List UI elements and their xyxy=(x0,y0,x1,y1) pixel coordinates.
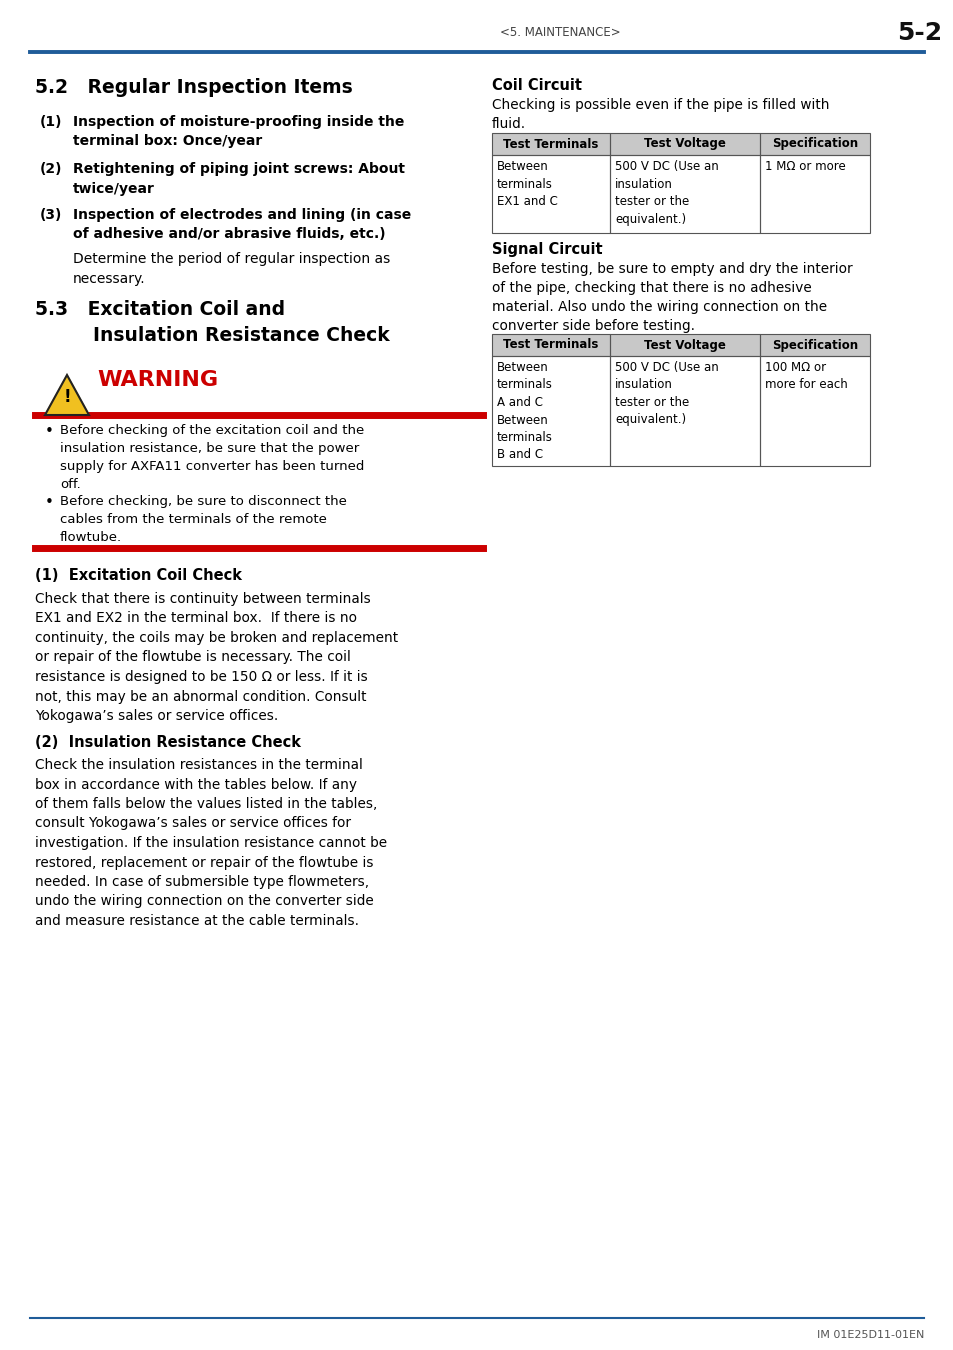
Text: WARNING: WARNING xyxy=(97,370,218,390)
Text: Inspection of moisture-proofing inside the
terminal box: Once/year: Inspection of moisture-proofing inside t… xyxy=(73,115,404,148)
Text: •: • xyxy=(45,424,53,439)
Bar xyxy=(609,356,760,466)
Text: Between
terminals
A and C
Between
terminals
B and C: Between terminals A and C Between termin… xyxy=(497,360,553,462)
Bar xyxy=(492,333,609,356)
Bar xyxy=(760,333,869,356)
Bar xyxy=(760,134,869,155)
Bar xyxy=(609,333,760,356)
Text: Determine the period of regular inspection as
necessary.: Determine the period of regular inspecti… xyxy=(73,252,390,285)
Text: !: ! xyxy=(63,387,71,406)
Text: 5.2   Regular Inspection Items: 5.2 Regular Inspection Items xyxy=(35,78,353,97)
Text: Specification: Specification xyxy=(771,339,857,351)
Text: Signal Circuit: Signal Circuit xyxy=(492,242,602,256)
Text: Before testing, be sure to empty and dry the interior
of the pipe, checking that: Before testing, be sure to empty and dry… xyxy=(492,262,852,333)
Text: Before checking, be sure to disconnect the
cables from the terminals of the remo: Before checking, be sure to disconnect t… xyxy=(60,495,347,544)
Text: Specification: Specification xyxy=(771,138,857,150)
Text: Coil Circuit: Coil Circuit xyxy=(492,78,581,93)
Bar xyxy=(492,356,609,466)
Text: Checking is possible even if the pipe is filled with
fluid.: Checking is possible even if the pipe is… xyxy=(492,99,828,131)
Text: Inspection of electrodes and lining (in case
of adhesive and/or abrasive fluids,: Inspection of electrodes and lining (in … xyxy=(73,208,411,242)
Text: (1)  Excitation Coil Check: (1) Excitation Coil Check xyxy=(35,568,242,583)
Text: Test Terminals: Test Terminals xyxy=(503,339,598,351)
Text: Check that there is continuity between terminals
EX1 and EX2 in the terminal box: Check that there is continuity between t… xyxy=(35,593,397,724)
Bar xyxy=(609,333,760,356)
Text: 1 MΩ or more: 1 MΩ or more xyxy=(764,161,845,173)
Text: Retightening of piping joint screws: About
twice/year: Retightening of piping joint screws: Abo… xyxy=(73,162,405,196)
Bar xyxy=(609,155,760,234)
Text: (1): (1) xyxy=(40,115,63,130)
Bar xyxy=(609,155,760,234)
Bar xyxy=(760,134,869,155)
Bar xyxy=(492,155,609,234)
Text: (3): (3) xyxy=(40,208,62,221)
Text: IM 01E25D11-01EN: IM 01E25D11-01EN xyxy=(816,1330,923,1341)
Text: 500 V DC (Use an
insulation
tester or the
equivalent.): 500 V DC (Use an insulation tester or th… xyxy=(615,360,718,427)
Bar xyxy=(609,134,760,155)
Bar xyxy=(609,134,760,155)
Bar xyxy=(492,333,609,356)
Polygon shape xyxy=(45,375,89,414)
Bar xyxy=(609,356,760,466)
Text: Test Voltage: Test Voltage xyxy=(643,138,725,150)
Bar xyxy=(760,155,869,234)
Bar xyxy=(492,134,609,155)
Bar xyxy=(760,356,869,466)
Text: Between
terminals
EX1 and C: Between terminals EX1 and C xyxy=(497,161,558,208)
Text: 100 MΩ or
more for each: 100 MΩ or more for each xyxy=(764,360,847,392)
Bar xyxy=(492,155,609,234)
Text: 5.3   Excitation Coil and: 5.3 Excitation Coil and xyxy=(35,300,285,319)
Text: 5-2: 5-2 xyxy=(897,22,942,45)
Text: Test Terminals: Test Terminals xyxy=(503,138,598,150)
Bar xyxy=(760,356,869,466)
Bar xyxy=(492,356,609,466)
Text: Check the insulation resistances in the terminal
box in accordance with the tabl: Check the insulation resistances in the … xyxy=(35,757,387,927)
Text: Insulation Resistance Check: Insulation Resistance Check xyxy=(92,325,390,346)
Bar xyxy=(760,333,869,356)
Text: (2): (2) xyxy=(40,162,63,176)
Text: Before checking of the excitation coil and the
insulation resistance, be sure th: Before checking of the excitation coil a… xyxy=(60,424,364,491)
Bar xyxy=(760,155,869,234)
Text: <5. MAINTENANCE>: <5. MAINTENANCE> xyxy=(499,27,619,39)
Text: Test Voltage: Test Voltage xyxy=(643,339,725,351)
Text: •: • xyxy=(45,495,53,510)
Text: 500 V DC (Use an
insulation
tester or the
equivalent.): 500 V DC (Use an insulation tester or th… xyxy=(615,161,718,225)
Bar xyxy=(492,134,609,155)
Text: (2)  Insulation Resistance Check: (2) Insulation Resistance Check xyxy=(35,734,301,751)
